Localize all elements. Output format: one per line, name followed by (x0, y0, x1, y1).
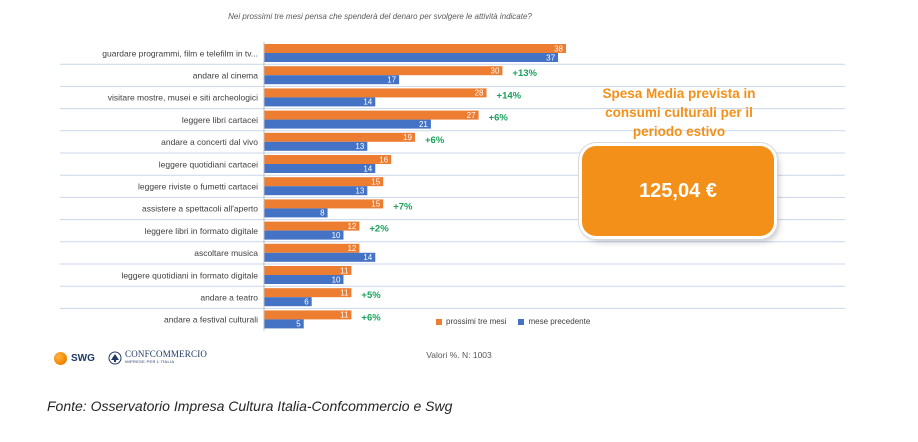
chart-legend: prossimi tre mesi mese precedente (436, 317, 590, 326)
category-label: andare a festival culturali (164, 315, 258, 325)
delta-annotation: +14% (497, 90, 522, 101)
promo-value-box: 125,04 € (582, 146, 774, 236)
bar-next-months (264, 177, 384, 187)
bar-previous-month (264, 141, 368, 151)
bar-value-label: 38 (554, 44, 563, 53)
legend-swatch-blue (518, 318, 525, 325)
bar-value-label: 13 (355, 142, 364, 151)
delta-annotation: +13% (512, 68, 537, 79)
confcommercio-logo-text: CONFCOMMERCIO (125, 349, 208, 359)
legend-item-previous: mese precedente (518, 317, 590, 326)
confcommercio-logo-icon (108, 351, 122, 365)
legend-swatch-orange (436, 318, 442, 325)
bar-value-label: 13 (355, 187, 364, 196)
bar-value-label: 12 (347, 222, 356, 231)
swg-logo-icon (54, 352, 67, 365)
bar-next-months (264, 221, 360, 231)
bar-value-label: 14 (363, 98, 372, 107)
swg-logo-text: SWG (71, 353, 95, 364)
bar-next-months (264, 243, 360, 253)
legend-item-next: prossimi tre mesi (436, 317, 506, 326)
bar-value-label: 14 (363, 253, 372, 262)
bar-value-label: 5 (296, 320, 301, 329)
category-label: leggere riviste o fumetti cartacei (138, 182, 258, 192)
bar-value-label: 37 (546, 53, 555, 62)
bar-value-label: 11 (340, 311, 349, 320)
bar-value-label: 28 (475, 89, 484, 98)
bar-previous-month (264, 119, 431, 129)
bar-value-label: 12 (347, 244, 356, 253)
category-label: guardare programmi, film e telefilm in t… (102, 48, 258, 58)
bar-value-label: 10 (332, 275, 341, 284)
bar-next-months (264, 44, 566, 53)
bar-value-label: 15 (371, 200, 380, 209)
delta-annotation: +6% (425, 135, 445, 146)
bar-next-months (264, 266, 352, 275)
category-label: ascoltare musica (194, 248, 258, 258)
horizontal-bar-chart: guardare programmi, film e telefilm in t… (60, 42, 845, 331)
swg-logo: SWG (54, 352, 95, 365)
bar-value-label: 30 (491, 67, 500, 76)
bar-previous-month (264, 53, 559, 62)
legend-label-next: prossimi tre mesi (446, 317, 507, 326)
bar-next-months (264, 155, 392, 164)
bar-value-label: 16 (379, 155, 388, 164)
bar-value-label: 10 (332, 231, 341, 240)
promo-title: Spesa Media prevista in consumi cultural… (602, 86, 756, 139)
bar-next-months (264, 288, 352, 298)
category-label: visitare mostre, musei e siti archeologi… (108, 93, 258, 103)
bar-previous-month (264, 186, 368, 196)
bar-next-months (264, 199, 384, 209)
confcommercio-logo-subtext: IMPRESE PER L'ITALIA (125, 359, 175, 364)
bar-next-months (264, 110, 479, 120)
bar-previous-month (264, 75, 400, 85)
category-label: assistere a spettacoli all'aperto (142, 204, 258, 214)
confcommercio-logo: CONFCOMMERCIO IMPRESE PER L'ITALIA (108, 350, 207, 366)
bar-previous-month (264, 297, 312, 307)
bar-value-label: 19 (403, 133, 412, 142)
bar-next-months (264, 132, 415, 142)
bar-value-label: 21 (419, 120, 428, 129)
bar-value-label: 15 (371, 178, 380, 187)
bar-previous-month (264, 164, 376, 173)
bar-value-label: 17 (387, 76, 396, 85)
bar-value-label: 8 (320, 209, 325, 218)
category-label: andare a concerti dal vivo (161, 137, 258, 147)
bar-next-months (264, 66, 503, 76)
bar-value-label: 6 (304, 298, 309, 307)
delta-annotation: +6% (361, 312, 381, 323)
chart-question-title: Nei prossimi tre mesi pensa che spenderà… (228, 12, 532, 21)
bar-value-label: 27 (467, 111, 476, 120)
category-label: leggere quotidiani in formato digitale (121, 270, 258, 280)
bar-value-label: 11 (340, 289, 349, 298)
delta-annotation: +5% (361, 290, 381, 301)
category-label: leggere quotidiani cartacei (159, 159, 258, 169)
delta-annotation: +6% (489, 113, 509, 124)
bar-previous-month (264, 97, 376, 107)
bar-next-months (264, 310, 352, 320)
category-label: leggere libri cartacei (182, 115, 258, 125)
bar-previous-month (264, 275, 344, 284)
delta-annotation: +7% (393, 201, 413, 212)
bar-value-label: 11 (340, 266, 349, 275)
bar-value-label: 14 (363, 164, 372, 173)
category-label: andare a teatro (200, 293, 258, 303)
bar-previous-month (264, 230, 344, 240)
bar-previous-month (264, 252, 376, 262)
footnote: Valori %. N: 1003 (426, 350, 492, 360)
delta-annotation: +2% (369, 224, 389, 235)
legend-label-previous: mese precedente (528, 317, 591, 326)
source-caption: Fonte: Osservatorio Impresa Cultura Ital… (47, 398, 453, 414)
category-label: leggere libri in formato digitale (145, 226, 259, 236)
bar-next-months (264, 88, 487, 98)
bar-previous-month (264, 208, 328, 218)
category-label: andare al cinema (193, 71, 258, 81)
bar-previous-month (264, 319, 304, 329)
promo-value: 125,04 € (639, 179, 717, 202)
